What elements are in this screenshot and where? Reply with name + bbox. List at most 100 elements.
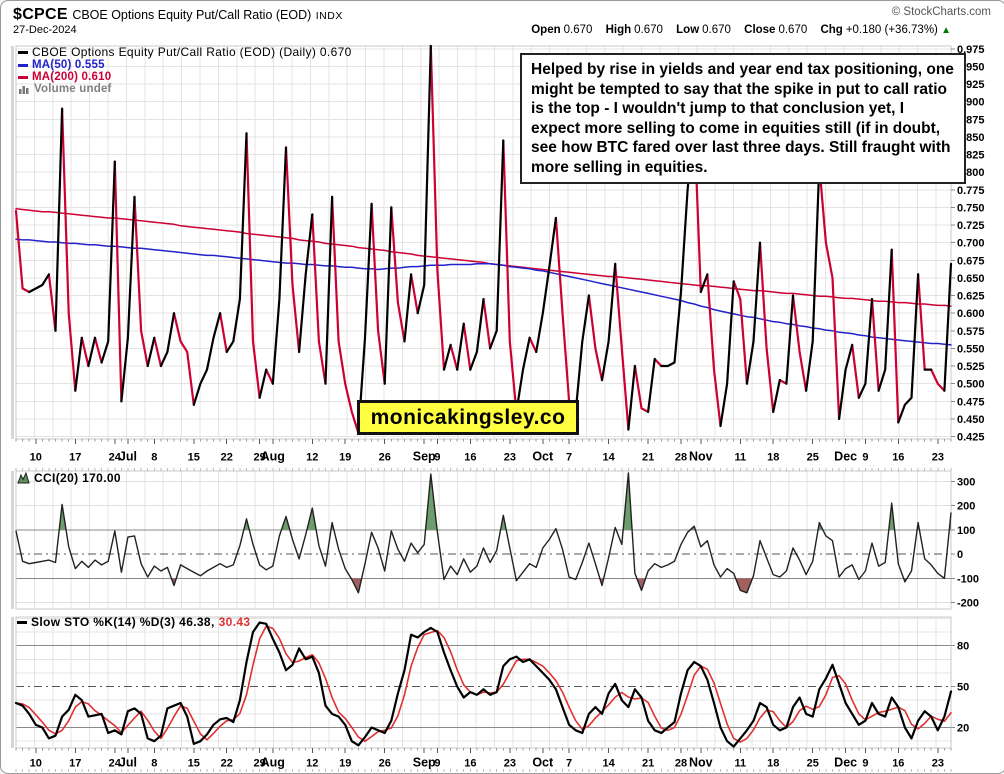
axis-tick-label: 0.725 (957, 220, 985, 232)
panel-border (15, 470, 952, 610)
axis-tick-label: 11 (734, 758, 746, 770)
axis-tick-label: Dec (834, 756, 857, 770)
axis-tick-label: 200 (957, 501, 975, 513)
axis-tick-label: 26 (379, 758, 391, 770)
axis-tick-label: 16 (892, 758, 904, 770)
axis-tick-label: 26 (379, 452, 391, 464)
axis-tick-label: 0.475 (957, 396, 985, 408)
axis-tick-label: 29 (254, 452, 266, 464)
exchange-label: INDX (315, 10, 343, 22)
axis-tick-label: -100 (957, 573, 979, 585)
axis-tick-label: 25 (807, 758, 819, 770)
axis-tick-label: 0.500 (957, 379, 985, 391)
axis-tick-label: 17 (69, 758, 81, 770)
axis-tick-label: 0.775 (957, 185, 985, 197)
sto-legend-label: Slow STO %K(14) %D(3) 46.38, (31, 615, 215, 629)
close-label: Close (744, 24, 776, 36)
legend-ma50-label: MA(50) 0.555 (32, 59, 105, 71)
ma200-line-swatch-icon (18, 75, 28, 79)
legend-item-ma50: MA(50) 0.555 (18, 59, 352, 71)
axis-tick-label: 21 (642, 452, 654, 464)
axis-tick-label: 15 (188, 452, 200, 464)
up-triangle-icon: ▲ (941, 25, 951, 36)
sto-d-line (15, 625, 952, 743)
axis-tick-label: Jul (119, 450, 137, 464)
axis-tick-label: 0.675 (957, 255, 985, 267)
axis-tick-label: 24 (109, 758, 122, 770)
axis-tick-label: 10 (30, 452, 42, 464)
axis-tick-label: 9 (434, 758, 440, 770)
legend-item-price: CBOE Options Equity Put/Call Ratio (EOD)… (18, 45, 352, 59)
axis-tick-label: Dec (834, 450, 857, 464)
axis-tick-label: Oct (532, 450, 554, 464)
axis-tick-label: 20 (957, 723, 969, 735)
sto-k-swatch-icon (17, 620, 27, 624)
axis-tick-label: 28 (675, 452, 687, 464)
axis-tick-label: 0 (957, 549, 963, 561)
high-label: High (605, 24, 632, 36)
axis-tick-label: 24 (109, 452, 122, 464)
cci-oversold-fill (16, 578, 951, 593)
axis-tick-label: 21 (642, 758, 654, 770)
axis-tick-label: Jul (119, 756, 137, 770)
mountain-icon (17, 472, 30, 484)
axis-tick-label: Aug (261, 450, 285, 464)
axis-tick-label: 12 (306, 758, 318, 770)
low-value: 0.670 (702, 24, 731, 36)
annotation-note: Helped by rise in yields and year end ta… (520, 53, 966, 184)
axis-tick-label: 100 (957, 525, 975, 537)
cci-overbought-fill (59, 472, 951, 530)
ma50-line (15, 238, 952, 346)
legend-item-ma200: MA(200) 0.610 (18, 71, 352, 83)
cci-legend-label: CCI(20) 170.00 (34, 471, 121, 485)
axis-ticks (15, 48, 955, 772)
chart-header: $CPCE CBOE Options Equity Put/Call Ratio… (13, 6, 343, 24)
axis-tick-label: 0.700 (957, 238, 985, 250)
instrument-title: CBOE Options Equity Put/Call Ratio (EOD) (72, 8, 312, 22)
price-line-down (14, 44, 946, 435)
axis-tick-label: 7 (566, 452, 572, 464)
axis-tick-label: 9 (862, 452, 868, 464)
axis-tick-label: 23 (504, 452, 516, 464)
axis-tick-label: 28 (675, 758, 687, 770)
axis-tick-label: 0.650 (957, 273, 985, 285)
ticker-symbol: $CPCE (13, 6, 68, 23)
axis-tick-label: 80 (957, 641, 969, 653)
price-line-swatch-icon (18, 50, 28, 54)
high-value: 0.670 (634, 24, 663, 36)
axis-tick-label: Sep (413, 756, 436, 770)
sto-d-value: 30.43 (218, 615, 251, 629)
axis-tick-label: 7 (566, 758, 572, 770)
axis-tick-label: 16 (464, 758, 476, 770)
axis-tick-label: Oct (532, 756, 554, 770)
axis-tick-label: 17 (69, 452, 81, 464)
main-legend: CBOE Options Equity Put/Call Ratio (EOD)… (18, 45, 352, 95)
legend-item-volume: Volume undef (18, 83, 352, 95)
open-value: 0.670 (563, 24, 593, 36)
axis-tick-label: 0.425 (957, 432, 985, 444)
axis-tick-label: 0.450 (957, 414, 985, 426)
ma50-line-swatch-icon (18, 63, 28, 67)
watermark-badge: monicakingsley.co (357, 400, 579, 435)
chart-date: 27-Dec-2024 (13, 24, 77, 36)
axis-tick-label: 14 (602, 758, 615, 770)
axis-tick-label: Nov (689, 756, 713, 770)
panel-left-strip (11, 471, 14, 609)
legend-price-label: CBOE Options Equity Put/Call Ratio (EOD)… (32, 45, 352, 59)
axis-tick-label: 22 (221, 758, 233, 770)
panel-left-strip (11, 617, 14, 748)
axis-tick-label: 0.525 (957, 361, 985, 373)
axis-tick-label: 0.975 (957, 44, 985, 56)
close-value: 0.670 (778, 24, 808, 36)
legend-ma200-label: MA(200) 0.610 (32, 71, 112, 83)
axis-tick-label: 0.625 (957, 291, 985, 303)
panel-left-strip (11, 46, 14, 439)
axis-tick-label: 0.550 (957, 343, 985, 355)
axis-tick-label: 23 (932, 452, 944, 464)
open-label: Open (531, 24, 561, 36)
legend-volume-label: Volume undef (34, 83, 112, 95)
axis-tick-label: Sep (413, 450, 436, 464)
axis-tick-label: 9 (862, 758, 868, 770)
axis-tick-label: 16 (464, 452, 476, 464)
axis-tick-label: 11 (734, 452, 746, 464)
